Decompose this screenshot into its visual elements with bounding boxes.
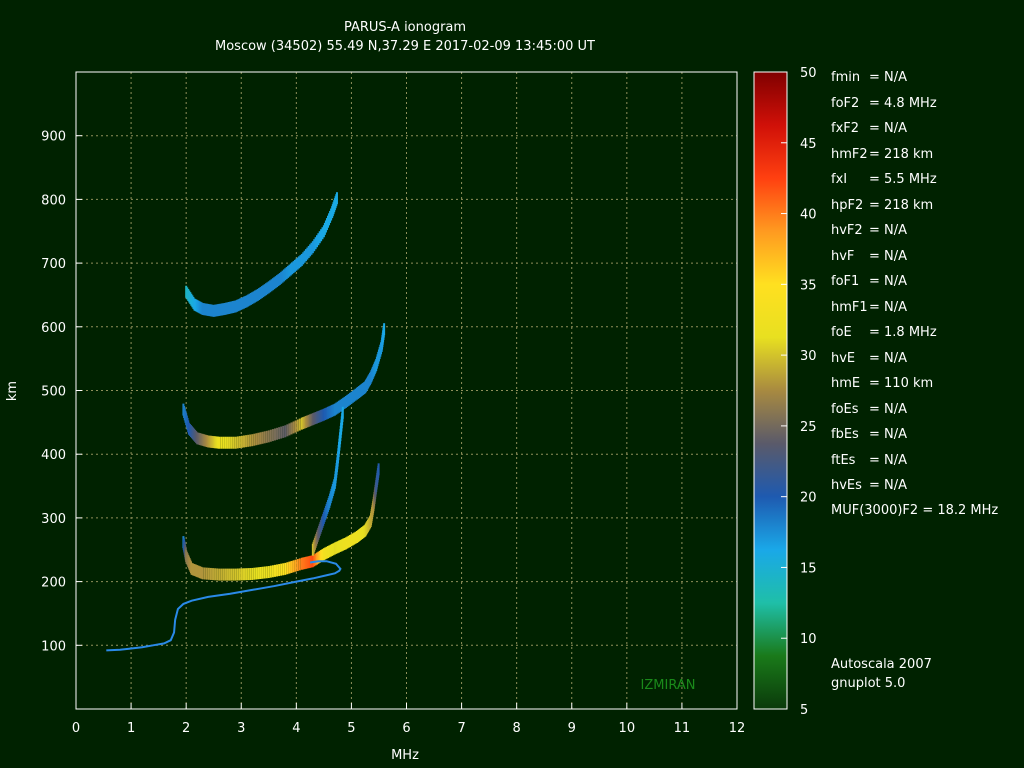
param-value: = N/A: [869, 274, 908, 289]
profile-trace: [106, 560, 342, 652]
param-value: = N/A: [869, 452, 908, 468]
y-tick-label: 700: [41, 257, 66, 272]
x-tick-label: 9: [568, 721, 576, 736]
colorbar-tick-label: 45: [800, 137, 817, 152]
param-value: = 4.8 MHz: [869, 95, 937, 111]
y-axis-ticks: 100 200 300 400 500 600 700 800 900: [41, 130, 82, 654]
param-value: = N/A: [869, 478, 908, 493]
echo-band-F1-x: [311, 406, 344, 556]
y-tick-label: 400: [41, 448, 66, 463]
muf-readout: MUF(3000)F2 = 18.2 MHz: [831, 503, 999, 518]
param-name: hmF1: [831, 299, 868, 315]
y-tick-label: 300: [41, 512, 66, 527]
x-tick-label: 8: [513, 721, 521, 736]
param-name: fxI: [831, 172, 848, 187]
param-name: hvE: [831, 350, 856, 366]
colorbar-tick-label: 10: [800, 632, 817, 647]
x-tick-label: 1: [127, 721, 135, 736]
param-name: foF2: [831, 95, 860, 111]
grid: [76, 72, 737, 709]
colorbar-tick-label: 50: [800, 66, 817, 81]
y-tick-label: 900: [41, 130, 66, 145]
param-value: = 5.5 MHz: [869, 172, 937, 187]
colorbar-tick-label: 5: [800, 703, 808, 718]
y-tick-label: 800: [41, 193, 66, 208]
footer-gnuplot: gnuplot 5.0: [831, 676, 906, 691]
colorbar-tick-label: 25: [800, 420, 817, 435]
param-name: hvF: [831, 248, 855, 264]
param-value: = N/A: [869, 223, 908, 238]
param-name: fmin: [831, 70, 861, 85]
colorbar-ticks: 50 45 40 35 30 25 20 15 10 5: [781, 66, 817, 718]
param-name: hvEs: [831, 478, 862, 493]
param-value: = N/A: [869, 401, 908, 417]
colorbar-tick-label: 30: [800, 349, 817, 364]
x-tick-label: 10: [619, 721, 636, 736]
param-value: = 218 km: [869, 146, 934, 162]
y-axis-label: km: [5, 381, 20, 401]
electron-density-profile: [106, 560, 342, 652]
y-tick-label: 100: [41, 639, 66, 654]
chart-title: PARUS-A ionogram: [344, 20, 466, 35]
echo-traces: [182, 192, 386, 581]
chart-subtitle: Moscow (34502) 55.49 N,37.29 E 2017-02-0…: [215, 39, 595, 54]
y-tick-label: 600: [41, 321, 66, 336]
param-name: hvF2: [831, 223, 863, 238]
x-tick-label: 11: [674, 721, 691, 736]
x-tick-label: 0: [72, 721, 80, 736]
x-tick-label: 7: [457, 721, 465, 736]
x-tick-label: 3: [237, 721, 245, 736]
param-name: fbEs: [831, 427, 859, 442]
echo-band-F3: [185, 192, 338, 317]
x-axis-ticks: 0 1 2 3 4 5 6 7 8 9 10 11 12: [72, 703, 745, 736]
x-tick-label: 2: [182, 721, 190, 736]
watermark-izmiran: IZMIRAN: [641, 678, 696, 693]
param-value: = N/A: [869, 350, 908, 366]
x-axis-label: MHz: [391, 748, 419, 763]
param-value: = 110 km: [869, 376, 934, 391]
colorbar-tick-label: 20: [800, 491, 817, 506]
param-name: foE: [831, 325, 852, 340]
param-value: = N/A: [869, 299, 908, 315]
y-tick-label: 200: [41, 576, 66, 591]
param-value: = N/A: [869, 248, 908, 264]
param-name: hmE: [831, 376, 861, 391]
param-name: ftEs: [831, 452, 856, 468]
param-name: fxF2: [831, 121, 860, 136]
param-value: = 218 km: [869, 197, 934, 213]
param-name: hmF2: [831, 146, 868, 162]
echo-band-F1: [182, 463, 380, 581]
param-name: foEs: [831, 401, 859, 417]
colorbar: [753, 71, 788, 710]
colorbar-tick-label: 35: [800, 278, 817, 293]
echo-band-F2: [182, 323, 386, 449]
footer-autoscala: Autoscala 2007: [831, 657, 932, 672]
param-name: foF1: [831, 274, 860, 289]
x-tick-label: 5: [347, 721, 355, 736]
param-name: hpF2: [831, 197, 864, 213]
param-value: = N/A: [869, 427, 908, 442]
colorbar-tick-label: 15: [800, 561, 817, 576]
colorbar-tick-label: 40: [800, 208, 817, 223]
param-value: = 1.8 MHz: [869, 325, 937, 340]
x-tick-label: 6: [402, 721, 410, 736]
param-value: = N/A: [869, 70, 908, 85]
x-tick-label: 4: [292, 721, 300, 736]
param-value: = N/A: [869, 121, 908, 136]
y-tick-label: 500: [41, 385, 66, 400]
x-tick-label: 12: [729, 721, 746, 736]
